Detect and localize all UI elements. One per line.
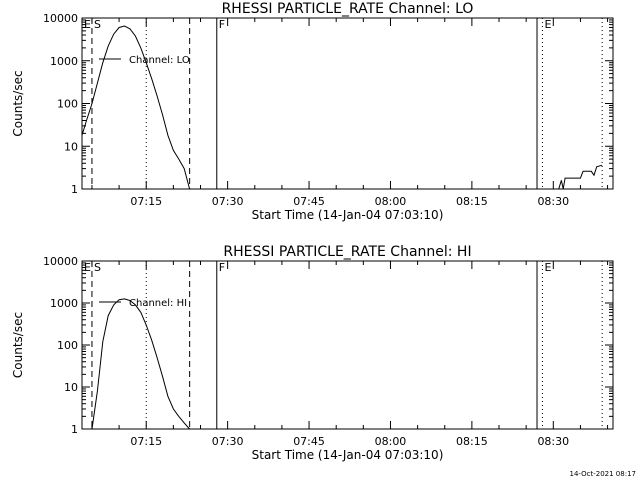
legend-entry: Channel: HI [129, 298, 187, 309]
x-tick-label: 08:00 [375, 435, 407, 448]
event-marker-letter: E [544, 18, 551, 31]
event-marker-letter: E [84, 261, 91, 274]
x-tick-label: 07:15 [130, 435, 162, 448]
y-tick-label: 10 [64, 140, 78, 153]
y-tick-label: 100 [57, 339, 78, 352]
x-tick-label: 08:00 [375, 195, 407, 208]
x-tick-label: 07:30 [212, 195, 244, 208]
y-tick-label: 1000 [50, 55, 78, 68]
chart-panel-2: RHESSI PARTICLE_RATE Channel: HI 1 10 100 10… [11, 244, 614, 462]
event-marker-letter: S [94, 261, 101, 274]
x-tick-label: 07:30 [212, 435, 244, 448]
series-line [91, 298, 190, 430]
x-tick-label: 07:45 [293, 435, 325, 448]
y-tick-label: 10 [64, 381, 78, 394]
plot-frame [81, 17, 614, 190]
event-marker-letter: E [544, 261, 551, 274]
chart-panel-1: RHESSI PARTICLE_RATE Channel: LO 1 10 100 10… [11, 1, 614, 222]
chart-title: RHESSI PARTICLE_RATE Channel: LO [222, 1, 474, 17]
y-tick-label: 10000 [43, 12, 78, 25]
y-tick-label: 1 [71, 183, 78, 196]
footer-timestamp: 14-Oct-2021 08:17 [570, 470, 636, 478]
y-tick-label: 100 [57, 98, 78, 111]
series-line [558, 164, 603, 190]
event-marker-letter: F [219, 261, 225, 274]
x-tick-label: 08:15 [456, 435, 488, 448]
y-tick-label: 10000 [43, 255, 78, 268]
y-tick-label: 1000 [50, 297, 78, 310]
x-tick-label: 08:15 [456, 195, 488, 208]
x-tick-label: 07:15 [130, 195, 162, 208]
x-tick-label: 08:30 [537, 435, 569, 448]
event-marker-letter: S [94, 18, 101, 31]
x-tick-label: 08:30 [537, 195, 569, 208]
event-marker-letter: F [219, 18, 225, 31]
legend-entry: Channel: LO [129, 55, 190, 66]
y-axis-title: Counts/sec [11, 312, 25, 378]
x-axis-title: Start Time (14-Jan-04 07:03:10) [252, 208, 444, 222]
chart-title: RHESSI PARTICLE_RATE Channel: HI [223, 244, 471, 260]
x-axis-title: Start Time (14-Jan-04 07:03:10) [252, 448, 444, 462]
series-line [81, 25, 191, 190]
x-tick-label: 07:45 [293, 195, 325, 208]
plot-frame [81, 260, 614, 430]
event-marker-letter: E [84, 18, 91, 31]
y-tick-label: 1 [71, 423, 78, 436]
y-axis-title: Counts/sec [11, 70, 25, 136]
